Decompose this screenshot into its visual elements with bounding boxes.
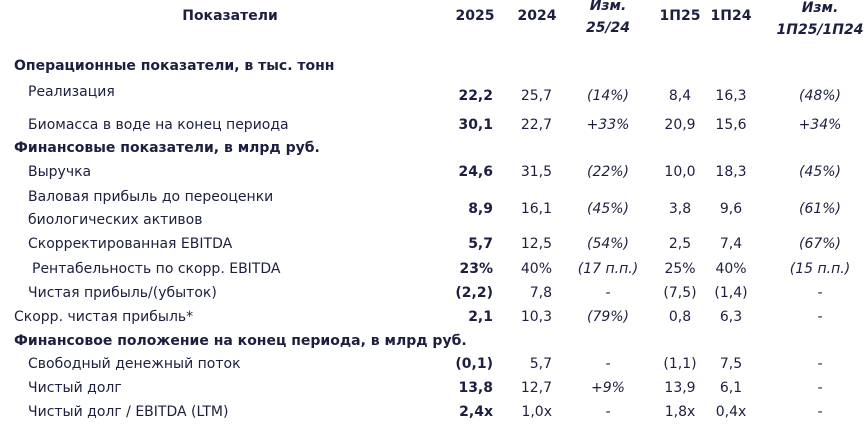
- row-label: Реализация: [28, 84, 115, 100]
- cell: 2,1: [468, 309, 493, 325]
- cell: (1,4): [714, 285, 748, 301]
- cell: 2,5: [668, 236, 692, 252]
- cell: 10,3: [520, 309, 552, 325]
- cell: (22%): [586, 164, 630, 180]
- row-label: Свободный денежный поток: [28, 356, 241, 372]
- cell: 12,5: [520, 236, 552, 252]
- cell: 24,6: [458, 164, 493, 180]
- cell: 10,0: [664, 164, 696, 180]
- column-header: 1П24: [710, 8, 752, 24]
- column-header: Изм.: [589, 0, 627, 14]
- cell: 0,4x: [715, 404, 747, 420]
- cell: -: [817, 356, 823, 372]
- cell: -: [817, 404, 823, 420]
- cell: 25%: [664, 261, 696, 277]
- cell: 18,3: [715, 164, 747, 180]
- cell: 20,9: [664, 117, 696, 133]
- cell: 7,5: [719, 356, 743, 372]
- cell: 8,9: [468, 200, 493, 217]
- cell: 40%: [715, 261, 747, 277]
- cell: 5,7: [468, 236, 493, 252]
- cell: (45%): [798, 164, 842, 180]
- cell: 1,0x: [521, 404, 552, 420]
- column-header: 25/24: [585, 20, 631, 36]
- cell: (67%): [798, 236, 842, 252]
- row-label: Скорр. чистая прибыль*: [14, 309, 194, 325]
- cell: (45%): [586, 200, 630, 217]
- cell: 25,7: [520, 88, 552, 104]
- cell: 2,4x: [459, 404, 493, 420]
- cell: 13,9: [664, 380, 696, 396]
- cell: 9,6: [719, 200, 743, 217]
- cell: 15,6: [715, 117, 747, 133]
- cell: -: [817, 309, 823, 325]
- cell: -: [605, 285, 611, 301]
- cell: (2,2): [455, 285, 493, 301]
- cell: -: [605, 404, 611, 420]
- cell: 12,7: [520, 380, 552, 396]
- cell: 31,5: [520, 164, 552, 180]
- section-title: Финансовое положение на конец периода, в…: [14, 333, 467, 349]
- cell: 23%: [459, 261, 493, 277]
- row-label: Чистый долг / EBITDA (LTM): [28, 404, 229, 420]
- cell: 40%: [520, 261, 552, 277]
- cell: (14%): [586, 88, 630, 104]
- cell: 5,7: [529, 356, 552, 372]
- cell: 22,2: [458, 88, 493, 104]
- cell: (61%): [798, 200, 842, 217]
- cell: 7,8: [529, 285, 552, 301]
- cell: +9%: [591, 380, 625, 396]
- cell: 7,4: [719, 236, 743, 252]
- cell: 1,8x: [664, 404, 696, 420]
- column-header: 1П25: [659, 8, 701, 24]
- cell: +34%: [798, 117, 842, 133]
- column-header: 2024: [517, 8, 557, 24]
- cell: (79%): [586, 309, 630, 325]
- header-title: Показатели: [182, 8, 278, 24]
- row-label: Чистый долг: [28, 380, 122, 396]
- cell: 22,7: [520, 117, 552, 133]
- row-label: биологических активов: [28, 212, 203, 228]
- cell: (54%): [586, 236, 630, 252]
- cell: 6,1: [719, 380, 743, 396]
- cell: -: [817, 380, 823, 396]
- row-label: Биомасса в воде на конец периода: [28, 117, 289, 133]
- cell: 6,3: [719, 309, 743, 325]
- cell: 8,4: [668, 88, 692, 104]
- cell: +33%: [586, 117, 630, 133]
- cell: 3,8: [668, 200, 692, 217]
- cell: 30,1: [458, 117, 493, 133]
- row-label: Чистая прибыль/(убыток): [28, 285, 217, 301]
- cell: -: [817, 285, 823, 301]
- cell: 16,1: [520, 200, 552, 217]
- row-label: Скорректированная EBITDA: [28, 236, 233, 252]
- row-label: Выручка: [28, 164, 92, 180]
- cell: 0,8: [668, 309, 692, 325]
- cell: (7,5): [663, 285, 697, 301]
- row-label: Рентабельность по скорр. EBITDA: [32, 261, 281, 277]
- cell: (17 п.п.): [577, 261, 639, 277]
- section-title: Финансовые показатели, в млрд руб.: [14, 140, 320, 156]
- cell: (1,1): [663, 356, 697, 372]
- column-header: Изм.: [801, 0, 839, 16]
- column-header: 2025: [455, 8, 495, 24]
- cell: 13,8: [458, 380, 493, 396]
- section-title: Операционные показатели, в тыс. тонн: [14, 58, 335, 74]
- row-label: Валовая прибыль до переоценки: [28, 189, 274, 205]
- cell: -: [605, 356, 611, 372]
- cell: (15 п.п.): [789, 261, 851, 277]
- cell: (0,1): [455, 356, 493, 372]
- cell: (48%): [798, 88, 842, 104]
- cell: 16,3: [715, 88, 747, 104]
- column-header: 1П25/1П24: [776, 22, 864, 38]
